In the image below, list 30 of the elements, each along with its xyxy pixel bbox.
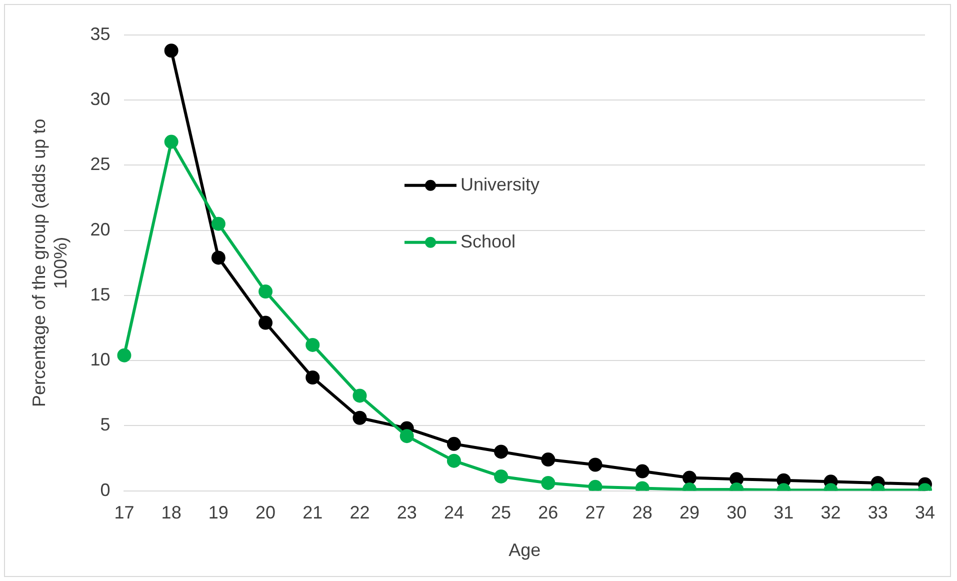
x-tick-label: 28: [632, 502, 652, 523]
x-tick-label: 23: [396, 502, 417, 523]
y-axis-title: Percentage of the group (adds up to 100%): [28, 118, 70, 407]
y-tick-label: 0: [100, 480, 110, 500]
y-tick-label: 25: [90, 154, 110, 174]
x-tick-label: 31: [774, 502, 794, 523]
x-tick-label: 26: [538, 502, 558, 523]
y-tick-label: 5: [100, 414, 110, 435]
x-tick-label: 33: [868, 502, 888, 523]
x-tick-label: 25: [491, 502, 512, 523]
legend-label: School: [460, 231, 516, 252]
x-tick-label: 32: [820, 502, 841, 523]
x-tick-label: 20: [256, 502, 276, 523]
x-tick-label: 19: [208, 502, 228, 523]
x-tick-label: 24: [444, 502, 464, 523]
y-tick-label: 15: [90, 284, 110, 304]
y-tick-label: 30: [90, 89, 110, 110]
x-tick-label: 22: [350, 502, 370, 523]
legend-label: University: [460, 174, 540, 194]
y-tick-label: 35: [90, 24, 110, 44]
x-tick-label: 30: [726, 502, 747, 523]
x-axis-title: Age: [508, 540, 541, 560]
x-tick-label: 29: [679, 502, 700, 523]
y-tick-label: 20: [90, 219, 110, 240]
x-tick-label: 21: [302, 502, 323, 523]
x-tick-label: 17: [114, 502, 134, 523]
x-tick-label: 18: [161, 502, 182, 523]
x-tick-label: 27: [585, 502, 606, 523]
x-tick-label: 34: [914, 502, 936, 523]
y-tick-label: 10: [90, 350, 110, 370]
